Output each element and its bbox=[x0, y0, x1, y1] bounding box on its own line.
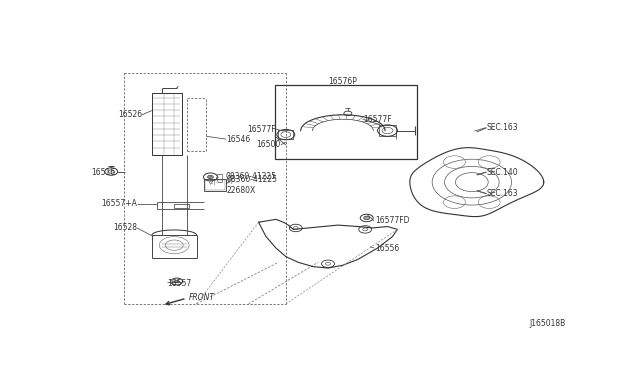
Circle shape bbox=[364, 216, 370, 219]
Bar bbox=[275, 85, 417, 159]
Text: SEC.163: SEC.163 bbox=[486, 123, 518, 132]
Bar bbox=[152, 93, 182, 155]
Bar bbox=[278, 130, 293, 139]
Text: J165018B: J165018B bbox=[530, 320, 566, 328]
Bar bbox=[205, 180, 225, 190]
Text: 08360-41225: 08360-41225 bbox=[225, 173, 276, 182]
Text: FRONT: FRONT bbox=[189, 293, 215, 302]
Text: 16526: 16526 bbox=[118, 110, 142, 119]
Text: (2): (2) bbox=[225, 179, 233, 184]
Bar bbox=[204, 179, 227, 191]
Text: SEC.163: SEC.163 bbox=[486, 189, 518, 198]
Text: 16528: 16528 bbox=[113, 224, 137, 232]
Text: 16577FD: 16577FD bbox=[375, 216, 410, 225]
Text: 16576P: 16576P bbox=[328, 77, 357, 86]
Text: 16556: 16556 bbox=[375, 244, 399, 253]
Text: 16577F: 16577F bbox=[363, 115, 391, 124]
Text: 16500: 16500 bbox=[257, 140, 281, 150]
Text: 16557+A: 16557+A bbox=[101, 199, 137, 208]
Text: 16557: 16557 bbox=[167, 279, 191, 288]
Text: 16516: 16516 bbox=[91, 168, 115, 177]
Circle shape bbox=[174, 280, 179, 283]
Text: (2): (2) bbox=[209, 180, 216, 185]
Text: Ⓢ: Ⓢ bbox=[216, 172, 223, 182]
Text: 08360-41225: 08360-41225 bbox=[227, 175, 277, 184]
Text: 22680X: 22680X bbox=[227, 186, 255, 195]
Circle shape bbox=[207, 175, 213, 179]
Text: 16577F: 16577F bbox=[247, 125, 276, 134]
Bar bbox=[174, 203, 189, 208]
Text: SEC.140: SEC.140 bbox=[486, 168, 518, 177]
Text: 16546: 16546 bbox=[227, 135, 251, 144]
Bar bbox=[379, 125, 396, 136]
